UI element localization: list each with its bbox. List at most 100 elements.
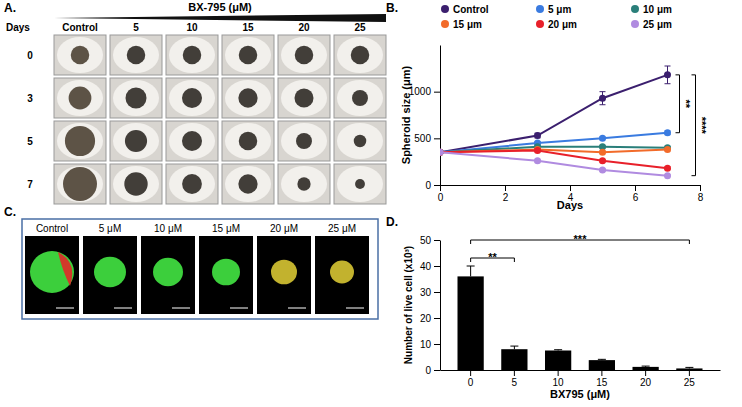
panel-label: C. xyxy=(4,205,16,219)
tick: 8 xyxy=(698,185,704,203)
well xyxy=(337,37,383,73)
spheroid xyxy=(63,167,97,201)
tick: 6 xyxy=(633,185,639,203)
spheroid xyxy=(239,132,258,151)
image-frame xyxy=(222,78,274,118)
spheroid xyxy=(126,88,147,109)
point xyxy=(440,149,444,156)
tick-label: 0 xyxy=(468,377,474,388)
image-frame xyxy=(278,78,330,118)
column-label: Control xyxy=(62,22,98,33)
tick-label: 50 xyxy=(420,235,432,246)
point xyxy=(534,146,541,153)
image xyxy=(25,236,79,314)
legend: Control5 μm10 μm15 μm20 μm25 μm xyxy=(441,4,672,30)
column-label: 25 μM xyxy=(328,223,356,234)
bar xyxy=(501,349,527,370)
column-label: 15 xyxy=(242,22,254,33)
point xyxy=(534,132,541,139)
well xyxy=(225,123,271,159)
point xyxy=(599,149,606,156)
spheroid xyxy=(352,90,368,106)
error-bar xyxy=(685,367,693,368)
legend-marker xyxy=(441,20,449,28)
column-label: 5 μM xyxy=(99,223,121,234)
plot-area xyxy=(458,266,703,370)
tick-mark xyxy=(434,344,440,345)
column-label: 15 μM xyxy=(212,223,240,234)
legend-item: Control xyxy=(441,4,489,15)
scale-bar xyxy=(56,308,74,309)
image-frame xyxy=(110,35,162,75)
annotation: ** xyxy=(680,100,692,109)
well xyxy=(57,123,103,159)
spheroid-stain xyxy=(330,261,354,284)
image-frame xyxy=(110,78,162,118)
axis-title: BX795 (μM) xyxy=(550,388,610,400)
spheroid xyxy=(351,46,370,65)
tick-label: 40 xyxy=(420,261,432,272)
image-frame xyxy=(110,164,162,204)
spheroid-stain xyxy=(212,259,240,286)
image xyxy=(141,236,195,314)
well xyxy=(113,80,159,116)
image xyxy=(257,236,311,314)
image-frame xyxy=(166,78,218,118)
row-label: 5 xyxy=(27,136,33,147)
bar xyxy=(589,360,615,370)
tick-label: 15 xyxy=(596,377,608,388)
tick-label: 8 xyxy=(698,192,704,203)
bracket xyxy=(692,75,696,176)
point xyxy=(534,147,541,154)
tick-mark xyxy=(434,370,440,371)
tick: 0 xyxy=(438,185,444,203)
spheroid xyxy=(69,87,92,110)
axis: 0 5 10 15 20 25 xyxy=(441,370,721,388)
point xyxy=(664,146,671,153)
tick-mark xyxy=(514,370,515,376)
legend-label: 5 μm xyxy=(548,4,571,15)
tick-label: 25 xyxy=(684,377,696,388)
tick-mark xyxy=(689,370,690,376)
tick: 5 xyxy=(512,370,518,388)
tick: 10 xyxy=(420,339,440,350)
tick-label: 10 xyxy=(553,377,565,388)
error-bar xyxy=(642,366,650,368)
legend-marker xyxy=(536,5,544,13)
tick-label: 20 xyxy=(640,377,652,388)
well xyxy=(169,80,215,116)
scale-bar xyxy=(114,308,132,309)
well xyxy=(225,80,271,116)
tick: 50 xyxy=(420,235,440,246)
spheroid xyxy=(182,174,202,194)
spheroid xyxy=(355,179,365,189)
image-frame xyxy=(110,121,162,161)
panel-c: C.Control5 μM10 μM15 μM20 μM25 μM xyxy=(4,205,378,319)
image-frame xyxy=(334,164,386,204)
panel-d: D.010203040500510152025BX795 (μM)Number … xyxy=(386,215,721,400)
legend-marker xyxy=(441,5,449,13)
tick-mark xyxy=(470,370,471,376)
tick-label: 0 xyxy=(438,192,444,203)
tick-mark xyxy=(434,138,440,139)
spheroid xyxy=(71,46,90,65)
legend-label: 25 μm xyxy=(643,19,672,30)
legend-label: 15 μm xyxy=(453,19,482,30)
legend-marker xyxy=(631,5,639,13)
spheroid xyxy=(182,131,202,151)
spheroid xyxy=(238,174,257,193)
well xyxy=(169,37,215,73)
annotation: *** xyxy=(574,233,588,245)
error-bar xyxy=(510,346,518,349)
tick: 30 xyxy=(420,287,440,298)
bracket xyxy=(676,75,680,133)
bar xyxy=(676,368,702,370)
image-frame xyxy=(54,164,106,204)
annotation: **** xyxy=(696,117,708,135)
wedge xyxy=(54,14,386,22)
axis-title: Days xyxy=(557,199,583,211)
image-frame xyxy=(166,164,218,204)
bar xyxy=(458,276,484,370)
point xyxy=(664,172,671,179)
tick: 0 xyxy=(468,370,474,388)
